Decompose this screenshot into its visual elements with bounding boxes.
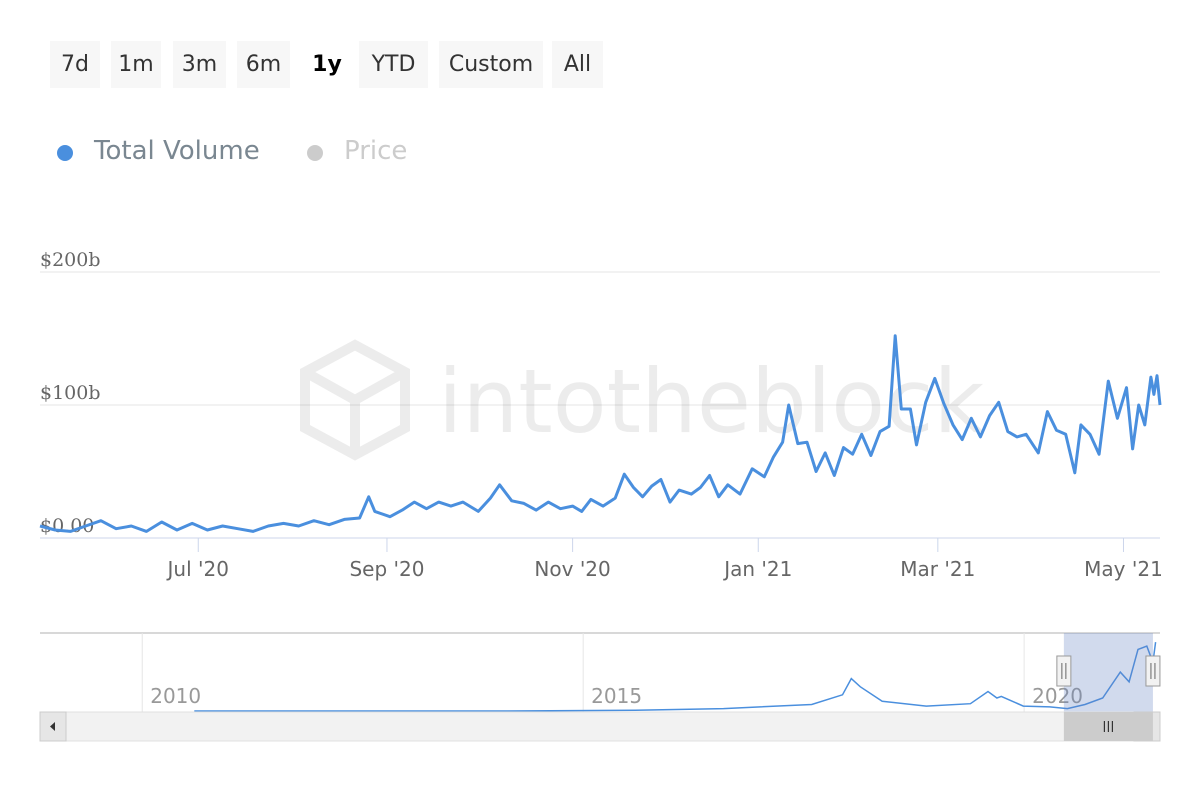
range-button-7d[interactable]: 7d: [50, 41, 100, 88]
y-tick-label: $100b: [40, 382, 101, 404]
navigator-series-line: [194, 642, 1157, 712]
x-tick-label: Sep '20: [349, 557, 424, 581]
handle-box: [1056, 655, 1072, 687]
arrow-left-icon: [50, 722, 55, 731]
x-tick-label: May '21: [1084, 557, 1163, 581]
range-button-6m[interactable]: 6m: [237, 41, 290, 88]
legend-label: Total Volume: [94, 136, 260, 166]
intotheblock-watermark-logo: intotheblock: [300, 339, 985, 461]
navigator-left-handle[interactable]: [1056, 655, 1072, 687]
x-tick-label: Jul '20: [166, 557, 229, 581]
navigator-selection-mask[interactable]: [1063, 633, 1153, 712]
range-button-3m[interactable]: 3m: [173, 41, 226, 88]
y-tick-label: $200b: [40, 249, 101, 271]
navigator-tick-label: 2015: [591, 684, 642, 708]
navigator-tick-label: 2020: [1032, 684, 1083, 708]
legend-dot-icon: [57, 145, 73, 161]
navigator-right-handle[interactable]: [1145, 655, 1161, 687]
legend-dot-icon: [307, 145, 323, 161]
range-button-all[interactable]: All: [552, 41, 603, 88]
watermark-text: intotheblock: [438, 350, 985, 453]
x-tick-label: Mar '21: [900, 557, 975, 581]
range-button-custom[interactable]: Custom: [439, 41, 543, 88]
navigator-tick-label: 2010: [150, 684, 201, 708]
range-button-ytd[interactable]: YTD: [359, 41, 428, 88]
scrollbar-track[interactable]: [39, 711, 1161, 742]
handle-box: [1145, 655, 1161, 687]
watermark-hexagon-inner: [302, 367, 408, 406]
y-tick-label: $0.00: [40, 515, 94, 537]
x-tick-label: Jan '21: [722, 557, 792, 581]
range-button-1m[interactable]: 1m: [111, 41, 161, 88]
watermark-hexagon: [300, 339, 410, 461]
x-tick-label: Nov '20: [534, 557, 610, 581]
series-line-total-volume: [39, 334, 1162, 533]
range-button-1y[interactable]: 1y: [300, 41, 354, 88]
legend-label: Price: [344, 136, 408, 166]
